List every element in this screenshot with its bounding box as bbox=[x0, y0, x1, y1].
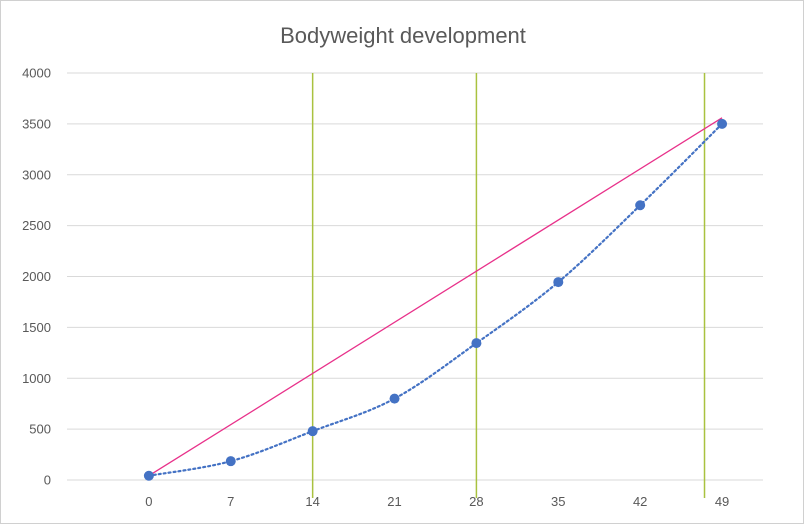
x-tick-label: 7 bbox=[227, 494, 234, 509]
vertical-marker-lines bbox=[311, 73, 706, 498]
reference-line bbox=[148, 117, 723, 477]
data-point bbox=[143, 470, 154, 481]
x-tick-label: 28 bbox=[469, 494, 483, 509]
data-point bbox=[553, 277, 564, 288]
chart-title: Bodyweight development bbox=[280, 23, 526, 48]
y-axis-ticks: 0 500 1000 1500 2000 2500 3000 3500 4000 bbox=[22, 66, 51, 488]
trendline bbox=[147, 122, 724, 477]
x-tick-label: 0 bbox=[145, 494, 152, 509]
y-tick-label: 1500 bbox=[22, 320, 51, 335]
x-tick-label: 35 bbox=[551, 494, 565, 509]
y-tick-label: 500 bbox=[29, 422, 51, 437]
x-tick-label: 14 bbox=[305, 494, 319, 509]
data-point bbox=[717, 118, 728, 129]
x-tick-label: 21 bbox=[387, 494, 401, 509]
y-tick-label: 0 bbox=[44, 473, 51, 488]
data-point bbox=[307, 426, 318, 437]
data-point bbox=[225, 456, 236, 467]
y-tick-label: 3500 bbox=[22, 116, 51, 131]
gridlines bbox=[67, 72, 763, 481]
data-points bbox=[143, 118, 728, 481]
y-tick-label: 1000 bbox=[22, 371, 51, 386]
reference-line-layer bbox=[148, 117, 723, 477]
x-tick-label: 49 bbox=[715, 494, 729, 509]
y-tick-label: 3000 bbox=[22, 167, 51, 182]
y-tick-label: 2500 bbox=[22, 218, 51, 233]
data-point bbox=[389, 393, 400, 404]
data-point bbox=[471, 338, 482, 349]
data-point bbox=[635, 200, 646, 211]
x-axis-ticks: 0 7 14 21 28 35 42 49 bbox=[145, 494, 729, 509]
x-tick-label: 42 bbox=[633, 494, 647, 509]
y-tick-label: 2000 bbox=[22, 269, 51, 284]
y-tick-label: 4000 bbox=[22, 66, 51, 81]
trendline-layer bbox=[147, 122, 724, 477]
